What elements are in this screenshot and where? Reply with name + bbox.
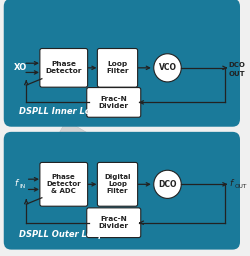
Text: XO: XO <box>14 63 27 72</box>
FancyBboxPatch shape <box>40 163 88 206</box>
Text: $f$: $f$ <box>229 177 235 188</box>
Text: $f$: $f$ <box>14 177 20 188</box>
Text: OUT: OUT <box>229 71 246 77</box>
Text: OUT: OUT <box>234 184 246 189</box>
Text: DCO: DCO <box>158 180 177 189</box>
FancyBboxPatch shape <box>97 163 138 206</box>
Text: DSPLL Outer Loop: DSPLL Outer Loop <box>19 230 104 239</box>
Text: IN: IN <box>19 184 26 189</box>
FancyBboxPatch shape <box>87 88 141 117</box>
Text: Frac-N
Divider: Frac-N Divider <box>99 216 129 229</box>
FancyBboxPatch shape <box>87 208 141 238</box>
FancyBboxPatch shape <box>4 0 240 127</box>
Circle shape <box>154 54 181 82</box>
Text: DSPLL Inner Loop: DSPLL Inner Loop <box>19 107 102 116</box>
Text: DCO: DCO <box>229 62 246 68</box>
Text: Phase
Detector: Phase Detector <box>46 61 82 74</box>
Circle shape <box>154 170 181 198</box>
Polygon shape <box>11 120 232 219</box>
Text: Digital
Loop
Filter: Digital Loop Filter <box>104 174 131 194</box>
Text: Frac-N
Divider: Frac-N Divider <box>99 96 129 109</box>
Text: Phase
Detector
& ADC: Phase Detector & ADC <box>46 174 81 194</box>
FancyBboxPatch shape <box>97 49 138 87</box>
FancyBboxPatch shape <box>40 49 88 87</box>
FancyBboxPatch shape <box>4 132 240 250</box>
Text: VCO: VCO <box>158 63 176 72</box>
Text: Loop
Filter: Loop Filter <box>106 61 129 74</box>
